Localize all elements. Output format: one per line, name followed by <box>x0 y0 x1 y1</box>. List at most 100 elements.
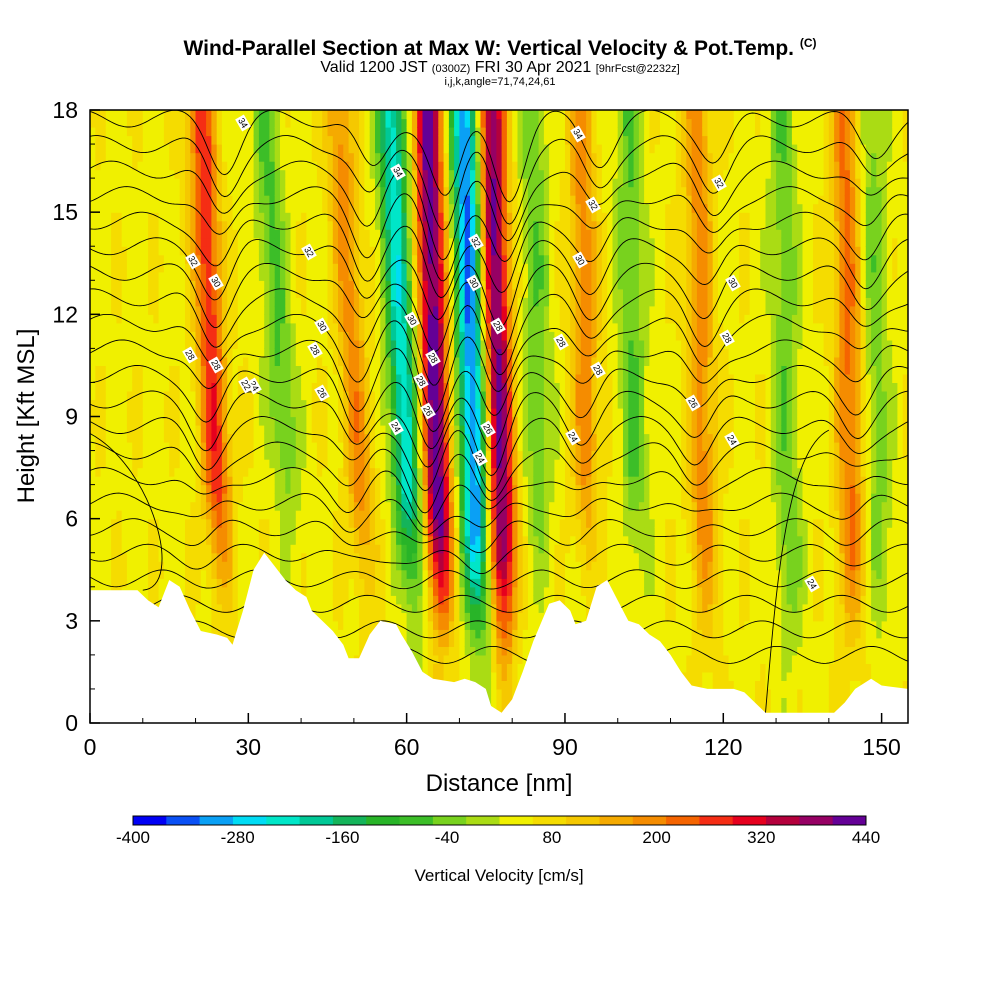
field-cell <box>153 365 160 375</box>
field-cell <box>343 552 350 562</box>
field-cell <box>190 271 197 281</box>
field-cell <box>190 305 197 315</box>
field-cell <box>454 629 460 639</box>
field-cell <box>90 544 96 554</box>
field-cell <box>274 178 281 188</box>
field-cell <box>422 484 429 494</box>
field-cell <box>327 280 334 290</box>
field-cell <box>200 246 207 256</box>
field-cell <box>137 339 144 349</box>
field-cell <box>380 246 387 256</box>
field-cell <box>121 280 128 290</box>
field-cell <box>338 280 344 290</box>
field-cell <box>163 552 170 562</box>
field-cell <box>343 263 350 273</box>
field-cell <box>359 527 365 537</box>
field-cell <box>427 297 434 307</box>
field-cell <box>348 161 355 171</box>
field-cell <box>417 288 424 298</box>
field-cell <box>285 476 292 486</box>
field-cell <box>269 467 276 477</box>
field-cell <box>248 169 255 179</box>
field-cell <box>364 263 371 273</box>
field-cell <box>174 459 181 469</box>
field-cell <box>116 178 123 188</box>
field-cell <box>359 620 365 630</box>
field-cell <box>111 110 117 120</box>
field-cell <box>237 229 244 239</box>
field-cell <box>306 305 313 315</box>
field-cell <box>232 263 239 273</box>
field-cell <box>116 195 123 205</box>
field-cell <box>206 254 212 264</box>
field-cell <box>348 152 355 162</box>
field-cell <box>216 135 223 145</box>
field-cell <box>179 288 186 298</box>
field-cell <box>153 501 160 511</box>
field-cell <box>111 476 117 486</box>
field-cell <box>301 373 307 383</box>
field-cell <box>126 263 133 273</box>
field-cell <box>169 569 176 579</box>
field-cell <box>126 518 133 528</box>
field-cell <box>111 220 117 230</box>
field-cell <box>327 161 334 171</box>
field-cell <box>95 161 102 171</box>
field-cell <box>327 442 334 452</box>
field-cell <box>90 459 96 469</box>
field-cell <box>290 467 297 477</box>
field-cell <box>327 178 334 188</box>
field-cell <box>375 280 381 290</box>
field-cell <box>258 510 265 520</box>
field-cell <box>406 467 413 477</box>
field-cell <box>185 297 191 307</box>
field-cell <box>364 510 371 520</box>
field-cell <box>396 314 402 324</box>
field-cell <box>364 603 371 613</box>
field-cell <box>179 561 186 571</box>
field-cell <box>248 501 255 511</box>
field-cell <box>343 595 350 605</box>
field-cell <box>348 127 355 137</box>
field-cell <box>332 229 339 239</box>
field-cell <box>427 152 434 162</box>
field-cell <box>369 595 376 605</box>
field-cell <box>90 552 96 562</box>
field-cell <box>232 118 239 128</box>
field-cell <box>448 654 455 664</box>
field-cell <box>142 229 149 239</box>
field-cell <box>216 212 223 222</box>
field-cell <box>185 373 191 383</box>
field-cell <box>332 518 339 528</box>
field-cell <box>126 110 133 120</box>
field-cell <box>163 220 170 230</box>
field-cell <box>359 161 365 171</box>
field-cell <box>353 237 360 247</box>
field-cell <box>179 527 186 537</box>
field-cell <box>322 442 329 452</box>
field-cell <box>343 271 350 281</box>
field-cell <box>343 637 350 647</box>
field-cell <box>427 178 434 188</box>
field-cell <box>380 365 387 375</box>
field-cell <box>216 425 223 435</box>
field-cell <box>364 501 371 511</box>
field-cell <box>95 442 102 452</box>
field-cell <box>280 535 286 545</box>
field-cell <box>227 476 234 486</box>
field-cell <box>385 467 392 477</box>
field-cell <box>90 297 96 307</box>
field-cell <box>237 280 244 290</box>
field-cell <box>121 322 128 332</box>
field-cell <box>153 322 160 332</box>
field-cell <box>338 544 344 554</box>
field-cell <box>116 569 123 579</box>
field-cell <box>327 552 334 562</box>
field-cell <box>200 578 207 588</box>
field-cell <box>153 195 160 205</box>
field-cell <box>406 365 413 375</box>
field-cell <box>417 246 424 256</box>
field-cell <box>142 391 149 401</box>
field-cell <box>364 144 371 154</box>
field-cell <box>364 493 371 503</box>
